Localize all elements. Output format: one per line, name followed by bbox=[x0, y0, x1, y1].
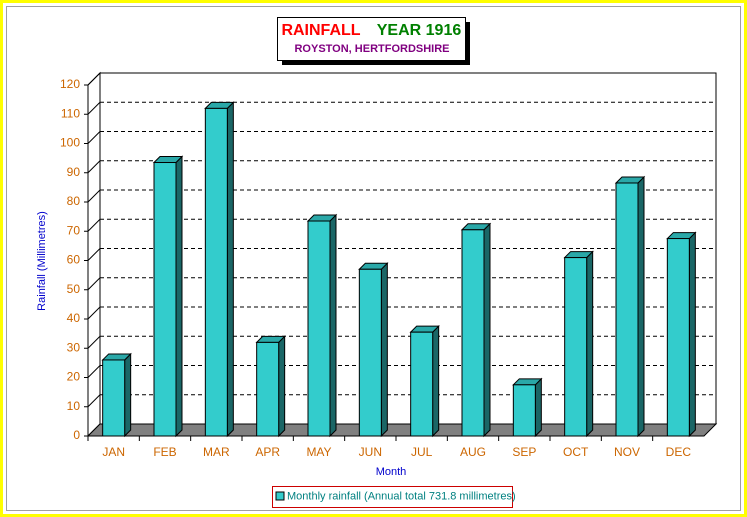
bar bbox=[512, 377, 543, 438]
x-tick-label: MAY bbox=[306, 445, 331, 459]
bar-front bbox=[153, 162, 177, 437]
x-tick-label: FEB bbox=[153, 445, 176, 459]
bar-front bbox=[358, 268, 382, 437]
bar-front bbox=[615, 182, 639, 437]
y-axis-label: Rainfall (Millimetres) bbox=[36, 211, 48, 311]
bar-side bbox=[278, 335, 286, 438]
grid-line-side bbox=[87, 248, 101, 261]
grid-line-side bbox=[87, 101, 101, 115]
x-tick-label: DEC bbox=[666, 445, 692, 459]
bar-front bbox=[512, 384, 536, 437]
x-tick-label: AUG bbox=[460, 445, 486, 459]
legend-label: Monthly rainfall (Annual total 731.8 mil… bbox=[287, 490, 516, 502]
bar-front bbox=[102, 359, 126, 437]
bar-side bbox=[380, 262, 388, 438]
bar bbox=[306, 213, 338, 438]
x-tick-label: NOV bbox=[614, 445, 640, 459]
grid-line-side bbox=[87, 306, 101, 320]
bar bbox=[255, 335, 286, 438]
grid-line-side bbox=[87, 365, 101, 378]
y-tick-label: 70 bbox=[67, 223, 81, 237]
bar bbox=[666, 231, 697, 438]
bar-front bbox=[204, 107, 228, 437]
y-tick-label: 90 bbox=[67, 165, 81, 179]
grid-line-side bbox=[87, 277, 101, 291]
bar bbox=[204, 101, 235, 438]
x-tick-label: JAN bbox=[102, 445, 125, 459]
grid-line-side bbox=[87, 131, 101, 144]
chart-subtitle: ROYSTON, HERTFORDSHIRE bbox=[294, 43, 449, 55]
bar-front bbox=[410, 331, 434, 437]
x-tick-label: APR bbox=[255, 445, 280, 459]
bar-front bbox=[666, 238, 690, 437]
bar-front bbox=[564, 257, 588, 437]
bar-side bbox=[534, 377, 542, 438]
y-tick-label: 0 bbox=[73, 428, 80, 442]
grid-line-side bbox=[87, 189, 101, 203]
bar-side bbox=[586, 250, 594, 438]
bar-side bbox=[175, 155, 183, 438]
legend-swatch bbox=[275, 491, 285, 501]
bar bbox=[101, 352, 132, 438]
grid-line-side bbox=[87, 335, 101, 349]
y-tick-label: 60 bbox=[67, 253, 81, 267]
bar-side bbox=[329, 213, 337, 438]
y-tick-label: 100 bbox=[60, 136, 80, 150]
x-tick-label: MAR bbox=[203, 445, 230, 459]
y-tick-label: 110 bbox=[61, 106, 80, 120]
x-tick-label: JUN bbox=[359, 445, 382, 459]
chart-frame bbox=[6, 6, 741, 511]
y-tick-label: 80 bbox=[67, 194, 81, 208]
bar-side bbox=[483, 222, 491, 438]
bar-side bbox=[688, 231, 696, 438]
bar-front bbox=[256, 341, 280, 437]
bar-side bbox=[124, 352, 132, 438]
x-tick-label: JUL bbox=[411, 445, 433, 459]
bar bbox=[614, 175, 646, 438]
grid-line-side bbox=[87, 160, 101, 174]
bar bbox=[563, 250, 594, 438]
y-tick-label: 20 bbox=[67, 370, 81, 384]
grid-line-side bbox=[87, 72, 101, 86]
y-tick-label: 30 bbox=[67, 340, 81, 354]
y-tick-label: 40 bbox=[67, 311, 81, 325]
bar bbox=[152, 155, 184, 438]
y-tick-label: 120 bbox=[60, 77, 80, 91]
bar-front bbox=[307, 220, 331, 437]
bar bbox=[358, 262, 389, 438]
x-tick-label: SEP bbox=[512, 445, 536, 459]
legend-box bbox=[272, 486, 513, 508]
chart-title-year: YEAR 1916 bbox=[377, 22, 462, 39]
bar bbox=[460, 222, 492, 438]
bar-side bbox=[637, 175, 645, 438]
y-tick-label: 50 bbox=[67, 282, 81, 296]
bar-front bbox=[461, 229, 485, 437]
grid-line-side bbox=[87, 218, 101, 232]
bar bbox=[409, 324, 440, 438]
y-tick-label: 10 bbox=[67, 399, 81, 413]
bar-side bbox=[432, 324, 440, 438]
chart-title: RAINFALL bbox=[281, 22, 360, 39]
grid-line-side bbox=[87, 394, 101, 408]
x-tick-label: OCT bbox=[563, 445, 589, 459]
title-box bbox=[277, 17, 466, 61]
bar-side bbox=[226, 101, 234, 438]
x-axis-label: Month bbox=[376, 466, 407, 478]
